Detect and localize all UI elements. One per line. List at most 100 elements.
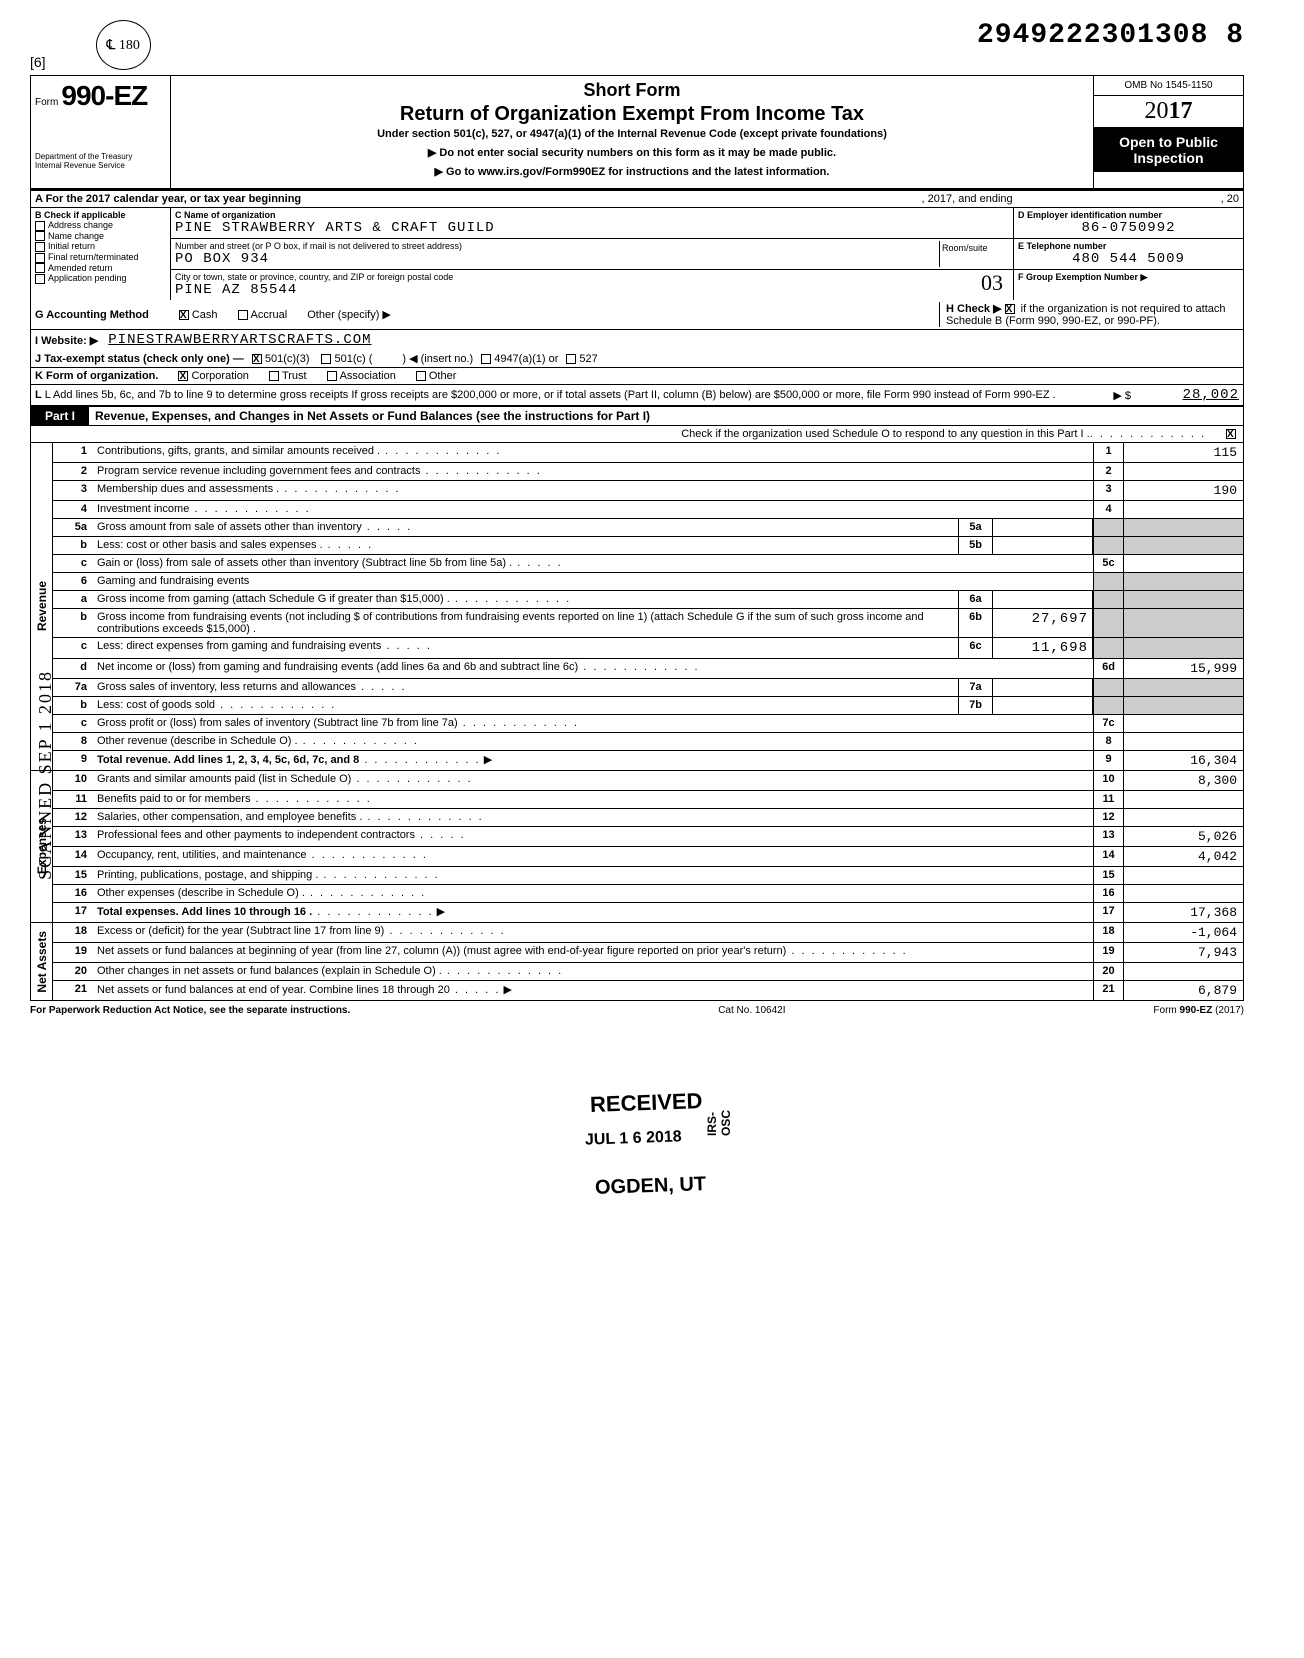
- l5c-n: c: [53, 555, 93, 572]
- l9-d: Total revenue. Add lines 1, 2, 3, 4, 5c,…: [97, 754, 359, 766]
- l5a-d: Gross amount from sale of assets other t…: [93, 519, 958, 536]
- k-other: Other: [429, 370, 457, 382]
- l4-rn: 4: [1093, 501, 1123, 518]
- k-corp: Corporation: [191, 370, 248, 382]
- l6c-n: c: [53, 638, 93, 658]
- l5c-d: Gain or (loss) from sale of assets other…: [93, 555, 1093, 572]
- l10-d: Grants and similar amounts paid (list in…: [93, 771, 1093, 790]
- checkbox-name[interactable]: [35, 231, 45, 241]
- l6b-mn: 6b: [958, 609, 993, 637]
- footer-left: For Paperwork Reduction Act Notice, see …: [30, 1005, 350, 1016]
- checkbox-accrual[interactable]: [238, 310, 248, 320]
- year-bold: 17: [1169, 98, 1193, 124]
- l7b-n: b: [53, 697, 93, 714]
- checkbox-4947[interactable]: [481, 354, 491, 364]
- l13-n: 13: [53, 827, 93, 846]
- l6d-n: d: [53, 659, 93, 678]
- l7a-n: 7a: [53, 679, 93, 696]
- j-o5: 527: [579, 353, 597, 365]
- row-a-label: A For the 2017 calendar year, or tax yea…: [31, 191, 305, 207]
- l-arrow: ▶ $: [1113, 389, 1131, 402]
- l3-d: Membership dues and assessments .: [93, 481, 1093, 500]
- l6d-d: Net income or (loss) from gaming and fun…: [93, 659, 1093, 678]
- j-o1: 501(c)(3): [265, 353, 310, 365]
- l7a-sh: [1093, 679, 1123, 696]
- l14-n: 14: [53, 847, 93, 866]
- l6d-rv: 15,999: [1123, 659, 1243, 678]
- l6b-d: Gross income from fundraising events (no…: [93, 609, 958, 637]
- l4-n: 4: [53, 501, 93, 518]
- checkbox-h[interactable]: [1005, 304, 1015, 314]
- l6a-n: a: [53, 591, 93, 608]
- checkbox-assoc[interactable]: [327, 371, 337, 381]
- g-accrual: Accrual: [251, 309, 288, 321]
- l17-rn: 17: [1093, 903, 1123, 922]
- checkbox-cash[interactable]: [179, 310, 189, 320]
- l17-rv: 17,368: [1123, 903, 1243, 922]
- l6b-sh2: [1123, 609, 1243, 637]
- checkbox-address[interactable]: [35, 221, 45, 231]
- checkbox-501c3[interactable]: [252, 354, 262, 364]
- l1-d: Contributions, gifts, grants, and simila…: [93, 443, 1093, 462]
- d-label: D Employer identification number: [1018, 210, 1239, 220]
- l9-rn: 9: [1093, 751, 1123, 770]
- goto-url: ▶ Go to www.irs.gov/Form990EZ for instru…: [179, 165, 1085, 178]
- checkbox-amended[interactable]: [35, 263, 45, 273]
- received-stamp: RECEIVED: [590, 1088, 703, 1118]
- g-other: Other (specify) ▶: [307, 308, 391, 321]
- l7b-mn: 7b: [958, 697, 993, 714]
- checkbox-sched-o[interactable]: [1226, 429, 1236, 439]
- l11-rn: 11: [1093, 791, 1123, 808]
- l5a-sh: [1093, 519, 1123, 536]
- l5b-n: b: [53, 537, 93, 554]
- year-pre: 20: [1145, 98, 1169, 124]
- l18-rv: -1,064: [1123, 923, 1243, 942]
- l15-n: 15: [53, 867, 93, 884]
- phone: 480 544 5009: [1018, 251, 1239, 267]
- opt-final: Final return/terminated: [48, 252, 139, 262]
- k-label: K Form of organization.: [35, 370, 158, 382]
- checkbox-501c[interactable]: [321, 354, 331, 364]
- l18-d: Excess or (deficit) for the year (Subtra…: [93, 923, 1093, 942]
- open-public: Open to Public Inspection: [1094, 128, 1243, 172]
- org-name: PINE STRAWBERRY ARTS & CRAFT GUILD: [175, 220, 1009, 236]
- checkbox-other-org[interactable]: [416, 371, 426, 381]
- row-a-mid: , 2017, and ending: [918, 191, 1017, 207]
- l8-d: Other revenue (describe in Schedule O) .: [93, 733, 1093, 750]
- l18-rn: 18: [1093, 923, 1123, 942]
- checkbox-pending[interactable]: [35, 274, 45, 284]
- l6a-mn: 6a: [958, 591, 993, 608]
- l6b-mv: 27,697: [993, 609, 1093, 637]
- city-label: City or town, state or province, country…: [175, 272, 1009, 282]
- l6-sh2: [1123, 573, 1243, 590]
- dots-filler: [1090, 428, 1206, 440]
- l6-d: Gaming and fundraising events: [93, 573, 1093, 590]
- checkbox-trust[interactable]: [269, 371, 279, 381]
- c-label: C Name of organization: [175, 210, 1009, 220]
- l13-rv: 5,026: [1123, 827, 1243, 846]
- block-b-label: B Check if applicable: [35, 210, 166, 220]
- k-trust: Trust: [282, 370, 307, 382]
- l4-d: Investment income: [93, 501, 1093, 518]
- l5a-mn: 5a: [958, 519, 993, 536]
- l5b-mv: [993, 537, 1093, 554]
- l6b-sh: [1093, 609, 1123, 637]
- l21-rn: 21: [1093, 981, 1123, 1000]
- opt-name: Name change: [48, 231, 104, 241]
- received-date: JUL 1 6 2018: [585, 1128, 682, 1149]
- received-ogden: OGDEN, UT: [595, 1173, 707, 1200]
- l8-rv: [1123, 733, 1243, 750]
- checkbox-corp[interactable]: [178, 371, 188, 381]
- l19-n: 19: [53, 943, 93, 962]
- checkbox-527[interactable]: [566, 354, 576, 364]
- short-form-label: Short Form: [179, 80, 1085, 101]
- checkbox-initial[interactable]: [35, 242, 45, 252]
- footer-right: Form 990-EZ (2017): [1153, 1005, 1244, 1016]
- l20-rn: 20: [1093, 963, 1123, 980]
- opt-address: Address change: [48, 220, 113, 230]
- l11-n: 11: [53, 791, 93, 808]
- l1-rn: 1: [1093, 443, 1123, 462]
- l7c-rv: [1123, 715, 1243, 732]
- checkbox-final[interactable]: [35, 253, 45, 263]
- l15-rv: [1123, 867, 1243, 884]
